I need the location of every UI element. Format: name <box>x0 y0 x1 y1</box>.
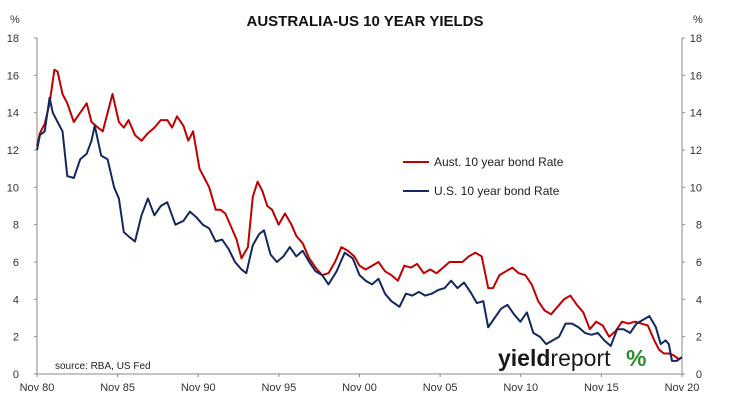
legend-item-aus: Aust. 10 year bond Rate <box>403 155 564 169</box>
y-tick-left-label: 0 <box>13 369 19 381</box>
logo-wordmark: yieldreport <box>498 345 611 371</box>
series-line-aus <box>36 68 683 361</box>
y-axis-left-unit: % <box>10 14 20 26</box>
y-axis-left: 0 2 4 6 8 10 12 14 16 18 <box>7 33 37 381</box>
legend-label-aus: Aust. 10 year bond Rate <box>434 155 564 169</box>
y-tick-left-label: 18 <box>7 33 19 45</box>
x-tick-label: Nov 15 <box>584 382 619 394</box>
legend-item-us: U.S. 10 year bond Rate <box>403 184 560 198</box>
series-layer <box>36 68 683 362</box>
y-tick-right-label: 18 <box>690 33 702 45</box>
x-tick-label: Nov 00 <box>342 382 377 394</box>
legend-label-us: U.S. 10 year bond Rate <box>434 184 560 198</box>
y-tick-right-label: 14 <box>690 108 702 120</box>
y-tick-right-label: 10 <box>690 182 702 194</box>
logo-percent-symbol: % <box>626 345 646 371</box>
x-axis: Nov 80 Nov 85 Nov 90 Nov 95 Nov 00 Nov 05 Nov … <box>20 374 700 394</box>
source-note: source: RBA, US Fed <box>55 361 151 372</box>
y-tick-left-label: 10 <box>7 182 19 194</box>
series-line-us <box>36 96 683 362</box>
y-tick-left-label: 16 <box>7 70 19 82</box>
y-tick-right-label: 0 <box>696 369 702 381</box>
y-tick-right-label: 8 <box>696 220 702 232</box>
x-tick-label: Nov 80 <box>20 382 55 394</box>
x-tick-label: Nov 85 <box>100 382 135 394</box>
y-tick-left-label: 12 <box>7 145 19 157</box>
y-tick-right-label: 16 <box>690 70 702 82</box>
y-tick-left-label: 14 <box>7 108 19 120</box>
x-tick-label: Nov 90 <box>181 382 216 394</box>
y-tick-right-label: 12 <box>690 145 702 157</box>
chart-title: AUSTRALIA-US 10 YEAR YIELDS <box>247 13 484 30</box>
y-tick-left-label: 2 <box>13 332 19 344</box>
x-tick-label: Nov 95 <box>261 382 296 394</box>
y-axis-right-unit: % <box>693 14 703 26</box>
y-tick-left-label: 8 <box>13 220 19 232</box>
y-tick-right-label: 4 <box>696 294 702 306</box>
x-tick-label: Nov 20 <box>665 382 700 394</box>
legend: Aust. 10 year bond Rate U.S. 10 year bon… <box>403 155 564 198</box>
logo-word-report: report <box>550 345 611 371</box>
logo-word-yield: yield <box>498 345 550 371</box>
y-tick-left-label: 4 <box>13 294 19 306</box>
y-tick-left-label: 6 <box>13 257 19 269</box>
x-tick-label: Nov 05 <box>423 382 458 394</box>
x-tick-label: Nov 10 <box>503 382 538 394</box>
yieldreport-logo: yieldreport % <box>498 345 646 371</box>
y-tick-right-label: 2 <box>696 332 702 344</box>
y-axis-right: 0 2 4 6 8 10 12 14 16 18 <box>682 33 702 381</box>
y-tick-right-label: 6 <box>696 257 702 269</box>
